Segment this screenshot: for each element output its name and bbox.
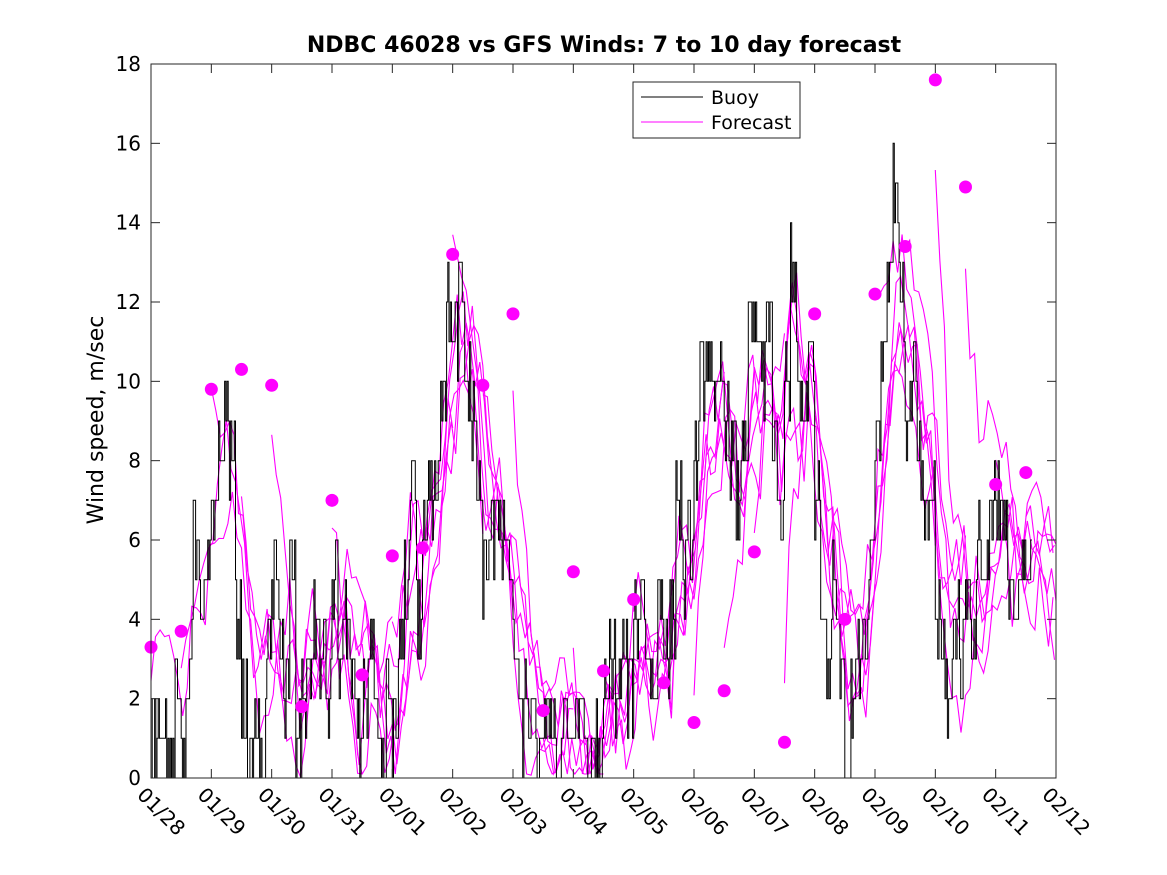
plot-area [144,73,1057,779]
forecast-marker [627,593,641,606]
legend-forecast-label: Forecast [711,112,791,134]
forecast-marker [265,378,279,392]
y-axis-label: Wind speed, m/sec [84,316,109,525]
y-tick-label: 6 [128,528,141,552]
axes-box [150,63,1057,779]
y-tick-label: 14 [116,211,141,235]
forecast-marker [566,565,580,579]
forecast-line [964,268,1057,585]
forecast-marker [989,477,1003,491]
forecast-marker [355,668,369,682]
forecast-marker [928,73,942,87]
y-tick-label: 16 [116,131,141,155]
forecast-marker [868,287,882,301]
forecast-marker [1019,466,1033,480]
forecast-marker [295,700,309,714]
forecast-marker [838,612,852,626]
forecast-marker [687,715,701,729]
y-tick-label: 18 [116,52,141,76]
y-tick-label: 2 [128,687,141,711]
legend-box [632,81,801,139]
forecast-marker [597,664,610,678]
forecast-marker [717,684,731,698]
forecast-marker [174,624,188,638]
y-tick-label: 4 [128,607,141,631]
forecast-marker [446,247,460,261]
forecast-line [452,234,635,776]
forecast-line [1025,505,1054,557]
legend-buoy-label: Buoy [711,87,759,109]
forecast-marker [416,541,429,555]
forecast-marker [657,676,671,690]
forecast-line [421,368,604,776]
forecast-marker [235,362,248,376]
forecast-marker [476,378,490,392]
forecast-marker [204,382,218,396]
forecast-marker [747,545,761,559]
forecast-marker [385,549,399,563]
y-tick-label: 0 [128,766,141,790]
forecast-marker [898,239,912,253]
forecast-marker [506,307,520,321]
forecast-marker [959,180,972,194]
chart-title: NDBC 46028 vs GFS Winds: 7 to 10 day for… [307,33,902,58]
legend: Buoy Forecast [632,81,801,139]
forecast-marker [536,704,550,718]
forecast-line [814,275,997,635]
forecast-marker [808,307,822,321]
forecast-marker [778,735,791,749]
forecast-line [904,238,1055,655]
y-tick-label: 8 [128,449,141,473]
y-tick-label: 12 [116,290,141,314]
forecast-marker [325,493,339,507]
y-tick-label: 10 [116,369,141,393]
forecast-line [934,169,1054,647]
forecast-line [874,234,1057,733]
